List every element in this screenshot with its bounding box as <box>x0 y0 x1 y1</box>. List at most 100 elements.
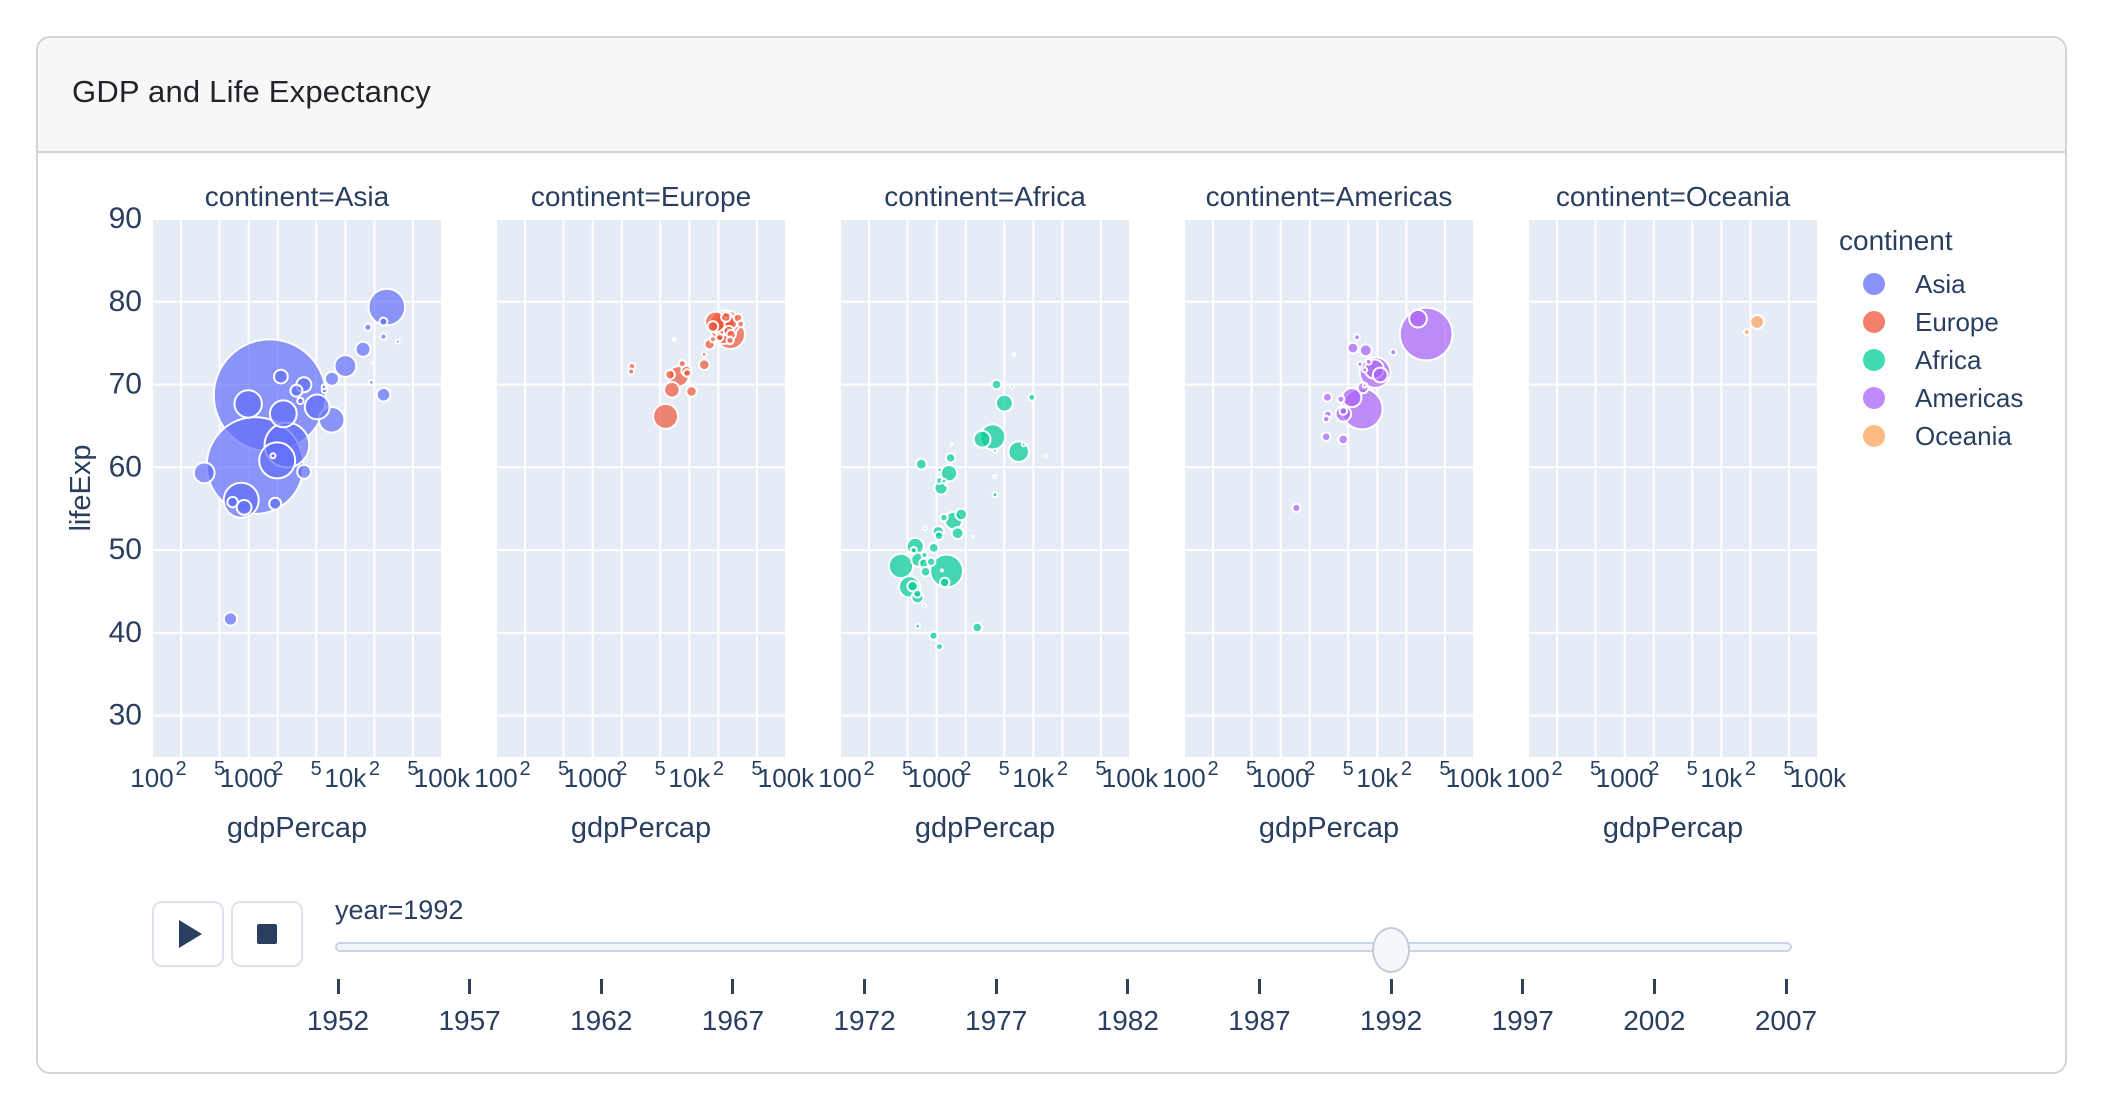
data-point[interactable] <box>379 332 388 341</box>
data-point[interactable] <box>192 461 216 485</box>
data-point[interactable] <box>715 332 725 343</box>
data-point[interactable] <box>920 551 929 559</box>
data-point[interactable] <box>663 381 681 399</box>
data-point[interactable] <box>367 287 407 327</box>
data-point[interactable] <box>944 452 957 464</box>
data-point[interactable] <box>1011 352 1017 357</box>
data-point[interactable] <box>1408 308 1428 329</box>
data-point[interactable] <box>627 367 636 376</box>
data-point[interactable] <box>1358 343 1373 358</box>
data-point[interactable] <box>269 452 277 460</box>
data-point[interactable] <box>990 378 1003 391</box>
data-point[interactable] <box>954 507 969 522</box>
data-point[interactable] <box>928 630 939 641</box>
data-point[interactable] <box>698 358 711 371</box>
data-point[interactable] <box>1361 366 1369 374</box>
data-point[interactable] <box>685 385 698 398</box>
data-point[interactable] <box>235 499 253 516</box>
data-point[interactable] <box>273 368 289 385</box>
slider-handle[interactable] <box>1372 927 1411 973</box>
data-point[interactable] <box>1320 431 1332 443</box>
data-point[interactable] <box>992 474 998 480</box>
data-point[interactable] <box>940 477 948 485</box>
data-point[interactable] <box>939 464 959 483</box>
data-point[interactable] <box>939 576 951 589</box>
data-point[interactable] <box>919 565 932 578</box>
data-point[interactable] <box>296 396 305 406</box>
data-point[interactable] <box>324 370 340 387</box>
stop-button[interactable] <box>231 901 303 967</box>
data-point[interactable] <box>289 383 304 398</box>
data-point[interactable] <box>258 441 297 480</box>
data-point[interactable] <box>736 319 746 329</box>
data-point[interactable] <box>226 495 239 509</box>
data-point[interactable] <box>949 442 954 447</box>
data-point[interactable] <box>914 622 922 630</box>
data-point[interactable] <box>1353 333 1361 342</box>
data-point[interactable] <box>222 611 239 627</box>
data-point[interactable] <box>912 588 923 599</box>
data-point[interactable] <box>320 383 328 391</box>
data-point[interactable] <box>706 320 720 333</box>
data-point[interactable] <box>991 491 999 499</box>
data-point[interactable] <box>394 338 401 345</box>
data-point[interactable] <box>922 525 928 531</box>
play-button[interactable] <box>152 901 224 967</box>
legend-item-oceania[interactable]: Oceania <box>1839 417 2023 455</box>
data-point[interactable] <box>939 568 944 573</box>
data-point[interactable] <box>368 379 375 386</box>
data-point[interactable] <box>296 463 313 480</box>
data-point[interactable] <box>971 621 984 634</box>
data-point[interactable] <box>303 393 331 421</box>
data-point[interactable] <box>972 429 992 449</box>
data-point[interactable] <box>1321 414 1331 424</box>
data-point[interactable] <box>652 402 680 430</box>
data-point[interactable] <box>1337 433 1349 446</box>
data-point[interactable] <box>726 309 730 314</box>
data-point[interactable] <box>943 482 949 487</box>
data-point[interactable] <box>677 359 687 369</box>
data-point[interactable] <box>971 534 975 539</box>
data-point[interactable] <box>950 526 965 541</box>
data-point[interactable] <box>1020 441 1027 448</box>
data-point[interactable] <box>1356 360 1364 368</box>
legend-item-europe[interactable]: Europe <box>1839 303 2023 341</box>
data-point[interactable] <box>1338 406 1349 416</box>
data-point[interactable] <box>708 335 718 344</box>
data-point[interactable] <box>1361 382 1368 389</box>
data-point[interactable] <box>268 496 283 511</box>
data-point[interactable] <box>682 368 693 378</box>
data-point[interactable] <box>1336 394 1346 404</box>
data-point[interactable] <box>939 512 949 523</box>
data-point[interactable] <box>1364 357 1373 366</box>
data-point[interactable] <box>354 340 372 358</box>
data-point[interactable] <box>375 386 392 403</box>
data-point[interactable] <box>906 580 919 593</box>
data-point[interactable] <box>700 351 708 358</box>
data-point[interactable] <box>914 457 928 471</box>
data-point[interactable] <box>725 335 735 346</box>
data-point[interactable] <box>363 322 373 332</box>
data-point[interactable] <box>1043 453 1049 459</box>
data-point[interactable] <box>672 337 677 342</box>
legend-item-asia[interactable]: Asia <box>1839 265 2023 303</box>
legend-item-africa[interactable]: Africa <box>1839 341 2023 379</box>
data-point[interactable] <box>720 311 732 323</box>
data-point[interactable] <box>995 393 1014 413</box>
data-point[interactable] <box>1371 366 1389 384</box>
legend-item-americas[interactable]: Americas <box>1839 379 2023 417</box>
data-point[interactable] <box>927 542 940 554</box>
data-point[interactable] <box>664 368 676 381</box>
data-point[interactable] <box>378 316 389 327</box>
data-point[interactable] <box>1742 328 1751 337</box>
data-point[interactable] <box>1346 341 1360 355</box>
data-point[interactable] <box>333 354 358 378</box>
data-point[interactable] <box>1009 384 1015 390</box>
data-point[interactable] <box>936 466 943 474</box>
data-point[interactable] <box>925 556 937 567</box>
data-point[interactable] <box>933 530 945 541</box>
slider-track[interactable] <box>335 942 1792 952</box>
data-point[interactable] <box>887 552 915 580</box>
data-point[interactable] <box>909 546 918 555</box>
data-point[interactable] <box>1291 502 1302 513</box>
